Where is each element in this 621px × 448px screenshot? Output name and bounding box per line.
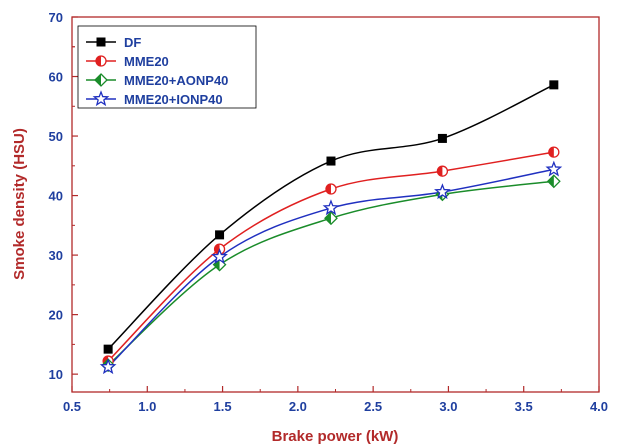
x-tick-label: 3.0 bbox=[439, 399, 457, 414]
legend-label: MME20+IONP40 bbox=[124, 92, 223, 107]
x-tick-label: 1.0 bbox=[138, 399, 156, 414]
legend-label: DF bbox=[124, 35, 141, 50]
legend-label: MME20+AONP40 bbox=[124, 73, 228, 88]
legend-box bbox=[77, 25, 257, 109]
legend-label: MME20 bbox=[124, 54, 169, 69]
series-2-point bbox=[546, 174, 561, 189]
legend-marker bbox=[95, 55, 107, 67]
y-tick-label: 30 bbox=[49, 248, 63, 263]
y-axis-title: Smoke density (HSU) bbox=[11, 128, 28, 280]
x-tick-label: 3.5 bbox=[515, 399, 533, 414]
legend-marker bbox=[94, 73, 108, 87]
series-1-point bbox=[436, 165, 449, 177]
series-3-point bbox=[211, 248, 228, 265]
tick-labels: 0.5 1.0 1.5 2.0 2.5 3.0 3.5 4.0 10 20 30 40 50 60 70 bbox=[49, 10, 609, 414]
x-tick-label: 4.0 bbox=[590, 399, 608, 414]
legend-marker bbox=[96, 37, 106, 47]
legend-item: DF bbox=[86, 35, 141, 50]
series-3-point bbox=[545, 160, 563, 177]
y-tick-label: 60 bbox=[49, 70, 63, 85]
y-tick-label: 10 bbox=[49, 367, 63, 382]
x-tick-label: 2.0 bbox=[289, 399, 307, 414]
series-3-point bbox=[434, 183, 451, 200]
series-1-point bbox=[548, 146, 560, 158]
legend-item: MME20 bbox=[86, 54, 169, 69]
x-tick-label: 1.5 bbox=[214, 399, 232, 414]
series-0-point bbox=[549, 80, 559, 90]
series-0-point bbox=[103, 344, 113, 354]
y-tick-label: 40 bbox=[49, 189, 63, 204]
series-line-3 bbox=[107, 168, 554, 368]
series-3-point bbox=[322, 199, 340, 216]
series-2-point bbox=[324, 211, 338, 226]
y-tick-label: 70 bbox=[49, 10, 63, 25]
legend-item: MME20+IONP40 bbox=[86, 90, 223, 107]
series-3-point bbox=[99, 358, 117, 375]
series-0-point bbox=[215, 230, 225, 240]
series-1-point bbox=[325, 183, 337, 195]
y-tick-label: 50 bbox=[49, 129, 63, 144]
legend-marker bbox=[92, 90, 110, 107]
x-tick-label: 0.5 bbox=[63, 399, 81, 414]
ticks bbox=[71, 16, 600, 392]
y-tick-label: 20 bbox=[49, 308, 63, 323]
series-0-point bbox=[437, 133, 447, 143]
x-axis-title: Brake power (kW) bbox=[272, 428, 399, 445]
x-tick-label: 2.5 bbox=[364, 399, 382, 414]
legend-item: MME20+AONP40 bbox=[86, 73, 228, 88]
legend: DF MME20 MME20+AONP40 MME20+IONP40 bbox=[77, 25, 257, 109]
series-0-point bbox=[326, 156, 336, 166]
series-markers bbox=[99, 80, 563, 375]
